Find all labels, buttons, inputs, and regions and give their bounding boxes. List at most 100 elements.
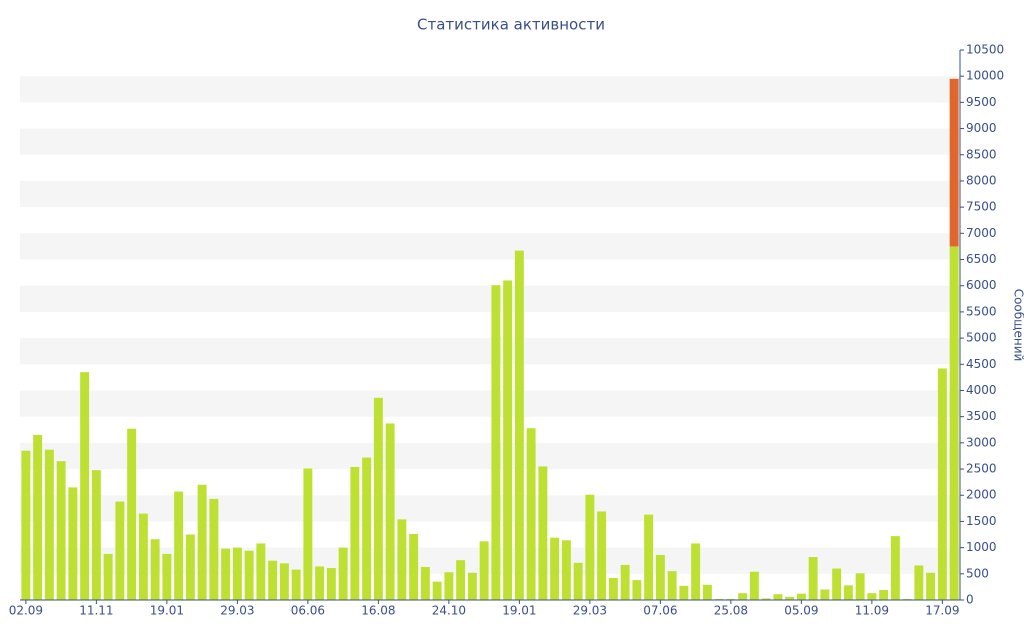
bar	[950, 79, 959, 247]
y-tick-label: 5500	[966, 304, 997, 318]
bar	[538, 466, 547, 600]
grid-band	[20, 390, 960, 416]
grid-band	[20, 338, 960, 364]
bar	[104, 554, 113, 600]
bar	[550, 538, 559, 600]
bar	[679, 586, 688, 600]
x-tick-label: 02.09	[9, 604, 43, 618]
y-tick-label: 9000	[966, 121, 997, 135]
bar	[867, 593, 876, 600]
bar	[797, 594, 806, 600]
y-tick-label: 1000	[966, 540, 997, 554]
bar	[303, 469, 312, 600]
y-tick-label: 10000	[966, 69, 1004, 83]
bar	[950, 246, 959, 600]
bar	[644, 515, 653, 600]
bar	[139, 514, 148, 600]
bar	[468, 573, 477, 600]
grid-band	[20, 181, 960, 207]
bar	[151, 539, 160, 600]
chart-title: Статистика активности	[417, 16, 605, 34]
grid-band	[20, 129, 960, 155]
bar	[456, 560, 465, 600]
bar	[315, 566, 324, 600]
bar	[703, 585, 712, 600]
bar	[374, 398, 383, 600]
y-tick-label: 6500	[966, 252, 997, 266]
bar	[256, 543, 265, 600]
bar	[938, 368, 947, 600]
bar	[527, 428, 536, 600]
bar	[738, 593, 747, 600]
y-tick-label: 7000	[966, 226, 997, 240]
bar	[668, 571, 677, 600]
bar	[327, 568, 336, 600]
y-tick-label: 3500	[966, 409, 997, 423]
grid-band	[20, 76, 960, 102]
bar	[362, 458, 371, 600]
grid-band	[20, 548, 960, 574]
y-tick-label: 3000	[966, 435, 997, 449]
y-tick-label: 2000	[966, 488, 997, 502]
bar	[174, 492, 183, 600]
grid-band	[20, 286, 960, 312]
bar	[33, 435, 42, 600]
bar	[280, 563, 289, 600]
grid-band	[20, 233, 960, 259]
bar	[891, 536, 900, 600]
bar	[80, 372, 89, 600]
x-tick-label: 19.01	[502, 604, 536, 618]
y-tick-label: 4500	[966, 357, 997, 371]
x-tick-label: 06.06	[291, 604, 325, 618]
bar	[162, 554, 171, 600]
y-tick-label: 8000	[966, 173, 997, 187]
y-tick-label: 10500	[966, 43, 1004, 57]
x-tick-label: 29.03	[573, 604, 607, 618]
bar	[268, 561, 277, 600]
bar	[92, 470, 101, 600]
bar	[186, 535, 195, 600]
bar	[115, 502, 124, 600]
bar	[597, 511, 606, 600]
y-tick-label: 2500	[966, 462, 997, 476]
bar	[433, 582, 442, 600]
bar	[198, 485, 207, 600]
x-tick-label: 19.01	[150, 604, 184, 618]
bar	[632, 580, 641, 600]
bar	[856, 573, 865, 600]
bar	[562, 540, 571, 600]
x-tick-label: 17.09	[925, 604, 959, 618]
y-tick-label: 7500	[966, 200, 997, 214]
bar	[585, 495, 594, 600]
x-tick-label: 16.08	[361, 604, 395, 618]
y-tick-label: 1500	[966, 514, 997, 528]
bar	[209, 499, 218, 600]
bar	[809, 557, 818, 600]
y-tick-label: 4000	[966, 383, 997, 397]
bar	[750, 572, 759, 600]
bar	[421, 567, 430, 600]
bar	[386, 423, 395, 600]
grid-band	[20, 443, 960, 469]
y-tick-label: 0	[966, 593, 974, 607]
x-tick-label: 05.09	[784, 604, 818, 618]
bar	[68, 487, 77, 600]
bar	[879, 590, 888, 600]
bar	[221, 549, 230, 600]
bar	[926, 573, 935, 600]
bar	[409, 534, 418, 600]
bar	[609, 578, 618, 600]
bar	[397, 519, 406, 600]
bar	[233, 548, 242, 600]
y-axis-label: Сообщений	[1012, 289, 1024, 362]
bar	[515, 251, 524, 600]
y-tick-label: 6000	[966, 278, 997, 292]
bar	[914, 565, 923, 600]
bar	[491, 285, 500, 600]
x-tick-label: 11.09	[855, 604, 889, 618]
bar	[656, 555, 665, 600]
bar	[21, 451, 30, 600]
bar	[621, 565, 630, 600]
